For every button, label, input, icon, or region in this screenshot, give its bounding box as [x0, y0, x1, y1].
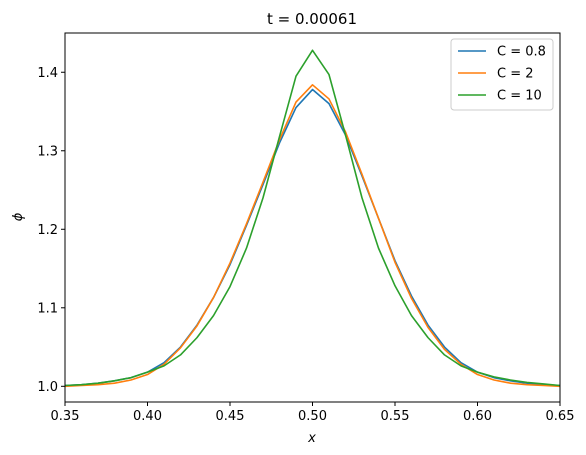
x-tick-label: 0.55 — [381, 409, 410, 424]
x-tick-label: 0.35 — [51, 409, 80, 424]
y-tick-label: 1.1 — [37, 301, 58, 316]
x-axis: 0.35 0.40 0.45 0.50 0.55 0.60 0.65 — [51, 402, 575, 424]
y-axis-label: ϕ — [11, 212, 26, 221]
x-tick-label: 0.50 — [298, 409, 327, 424]
y-tick-label: 1.2 — [37, 223, 58, 238]
legend-label: C = 10 — [497, 89, 542, 104]
y-axis: 1.0 1.1 1.2 1.3 1.4 — [37, 66, 65, 395]
y-tick-label: 1.0 — [37, 380, 58, 395]
x-tick-label: 0.45 — [216, 409, 245, 424]
x-axis-label: x — [307, 431, 316, 446]
legend-box — [450, 38, 554, 111]
series-line-3 — [65, 49, 560, 387]
y-tick-label: 1.3 — [37, 144, 58, 159]
legend-label: C = 0.8 — [497, 45, 546, 60]
chart-title: t = 0.00061 — [267, 10, 357, 28]
series-line-1 — [65, 88, 560, 387]
series-layer — [65, 49, 560, 388]
x-tick-label: 0.40 — [133, 409, 162, 424]
x-tick-label: 0.60 — [463, 409, 492, 424]
series-line-2 — [65, 84, 560, 388]
legend-label: C = 2 — [497, 67, 534, 82]
legend: C = 0.8 C = 2 C = 10 — [450, 38, 554, 111]
y-tick-label: 1.4 — [37, 66, 58, 81]
x-tick-label: 0.65 — [546, 409, 575, 424]
